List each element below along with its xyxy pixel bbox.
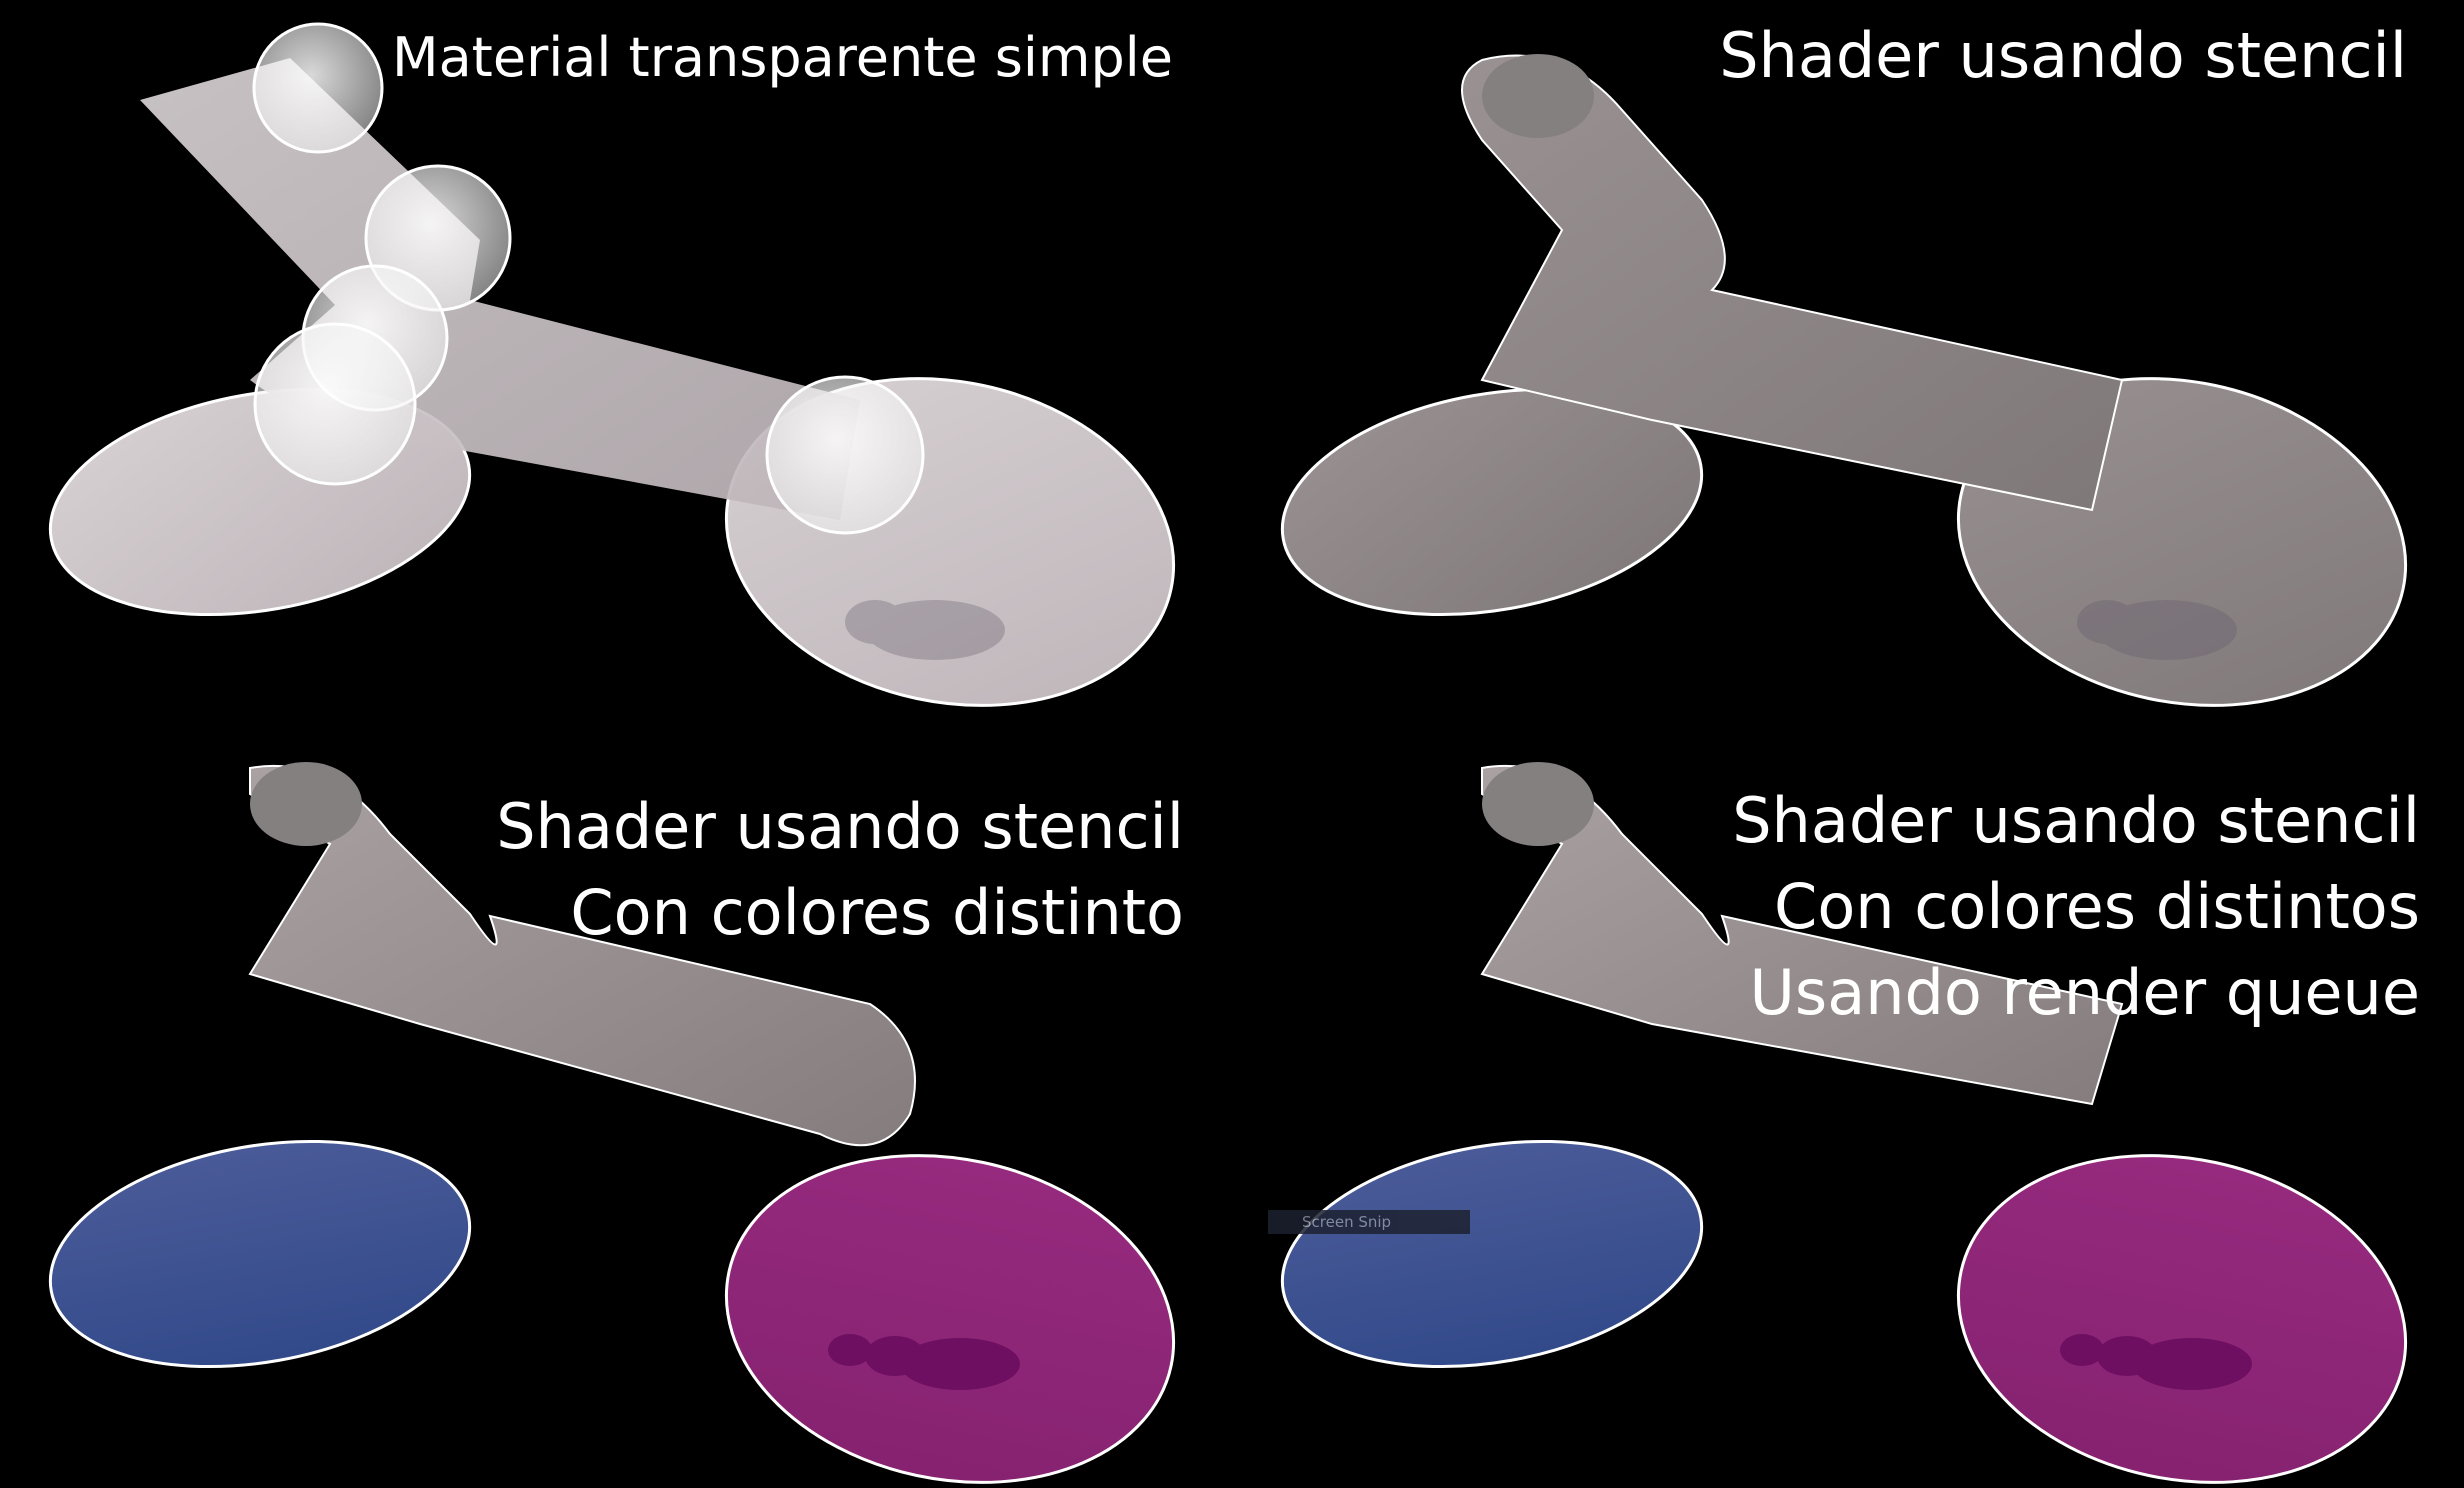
scene-stencil-colors	[48, 762, 1176, 1484]
caption-stencil-colors: Shader usando stencil Con colores distin…	[496, 784, 1184, 956]
ant-shadow	[845, 600, 1005, 660]
tube-end-cap	[250, 762, 362, 846]
blue-disc	[48, 1139, 472, 1369]
caption-stencil-queue: Shader usando stencil Con colores distin…	[1732, 778, 2420, 1036]
ant-shadow	[2077, 600, 2237, 660]
tube-end-cap	[1482, 762, 1594, 846]
caption-line: Con colores distinto	[570, 876, 1184, 949]
panel-stencil-colors: Shader usando stencil Con colores distin…	[0, 744, 1232, 1488]
caption-line: Shader usando stencil	[1732, 784, 2420, 857]
magenta-disc	[724, 1154, 1176, 1484]
caption-line: Material transparente simple	[392, 26, 1173, 89]
caption-stencil: Shader usando stencil	[1719, 16, 2407, 96]
scene-stencil	[1280, 54, 2408, 707]
panel-stencil: Shader usando stencil	[1232, 0, 2464, 744]
caption-line: Shader usando stencil	[496, 790, 1184, 863]
screen-snip-overlay[interactable]: Screen Snip	[1268, 1210, 1470, 1234]
panel-stencil-queue: Screen Snip Shader usando stencil Con co…	[1232, 744, 2464, 1488]
ant-silhouette	[828, 1334, 1020, 1390]
scene-stencil-queue	[1280, 762, 2408, 1484]
panel-transparent-simple: Material transparente simple	[0, 0, 1232, 744]
scene-transparent	[48, 22, 1176, 707]
transparent-spheres	[252, 22, 925, 535]
caption-line: Con colores distintos	[1774, 870, 2420, 943]
caption-line: Usando render queue	[1749, 956, 2420, 1029]
ant-silhouette	[2060, 1334, 2252, 1390]
tube-end-cap	[1482, 54, 1594, 138]
caption-line: Shader usando stencil	[1719, 19, 2407, 92]
blue-disc	[1280, 1139, 1704, 1369]
magenta-disc	[1956, 1154, 2408, 1484]
left-disc	[1280, 387, 1704, 617]
caption-transparent: Material transparente simple	[392, 22, 1173, 94]
